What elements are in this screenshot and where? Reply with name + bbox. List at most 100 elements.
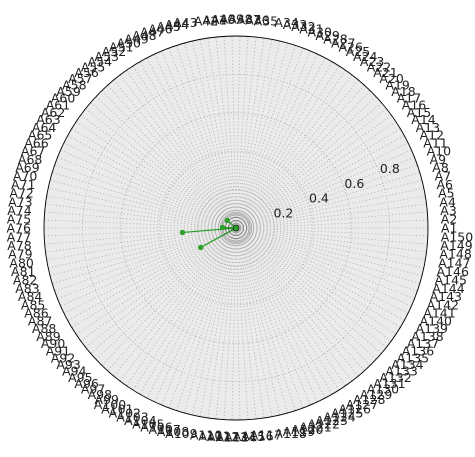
radial-gridline-92	[85, 227, 237, 348]
radial-gridline-88	[67, 227, 237, 321]
category-label: A77	[7, 229, 31, 244]
radial-gridline-13	[235, 135, 405, 229]
category-label: A121	[299, 419, 331, 434]
category-label: A25	[346, 44, 370, 59]
radial-gridline-119	[235, 227, 281, 416]
radial-gridline-5	[235, 195, 426, 229]
category-label: A83	[15, 281, 39, 296]
radial-gridline-28	[235, 54, 319, 229]
radial-gridline-123	[235, 227, 311, 406]
category-label: A66	[24, 136, 49, 151]
category-label: A137	[407, 336, 439, 351]
series-layer	[179, 212, 252, 251]
category-label: A15	[407, 105, 431, 120]
radial-gridline-47	[168, 47, 237, 229]
category-label: A67	[21, 144, 45, 159]
radial-gridline-29	[235, 50, 311, 229]
radial-gridline-41	[215, 37, 237, 229]
radial-gridline-32	[235, 42, 289, 229]
category-label: A89	[36, 329, 61, 344]
radial-gridline-34	[235, 39, 273, 229]
radial-gridline-11	[235, 149, 412, 229]
category-label: A111	[198, 428, 230, 443]
category-label: A126	[339, 402, 371, 417]
category-label: A100	[94, 397, 126, 412]
radial-gridline-43	[199, 39, 237, 229]
radial-gridline-65	[63, 142, 237, 229]
category-label: A102	[109, 406, 141, 421]
category-label: A146	[437, 264, 469, 279]
radial-gridline-17	[235, 108, 387, 229]
category-label: A72	[9, 186, 33, 201]
category-label: A30	[308, 25, 333, 40]
category-label: A14	[411, 112, 436, 127]
radial-gridline-142	[235, 227, 415, 300]
radial-gridline-95	[101, 227, 237, 366]
category-label: A55	[81, 60, 105, 75]
radial-gridline-96	[107, 227, 237, 371]
polar-grid	[43, 35, 429, 421]
category-label: A4	[439, 194, 456, 209]
r-gridline-4	[81, 73, 391, 383]
category-label: A81	[11, 264, 35, 279]
category-label: A43	[173, 15, 197, 30]
radial-gridline-71	[48, 187, 237, 229]
category-label: A145	[435, 273, 467, 288]
category-label: A98	[88, 387, 113, 402]
category-label: A110	[190, 427, 222, 442]
category-label: A8	[432, 160, 449, 175]
radial-gridline-54	[119, 74, 237, 229]
radial-gridline-51	[139, 61, 237, 229]
category-label: A64	[32, 120, 57, 135]
radial-gridline-49	[153, 54, 237, 229]
radial-gridline-121	[235, 227, 296, 411]
radial-gridline-149	[235, 227, 428, 245]
category-label: A107	[148, 422, 180, 437]
category-label: A114	[224, 430, 256, 445]
center-marker	[232, 224, 240, 232]
category-label: A91	[46, 343, 70, 358]
category-label: A139	[416, 321, 448, 336]
category-label: A60	[51, 91, 76, 106]
radial-gridline-117	[235, 227, 265, 418]
category-label: A136	[402, 343, 434, 358]
radial-gridline-145	[235, 227, 423, 277]
radial-gridline-9	[235, 164, 418, 229]
radial-gridline-85	[57, 227, 237, 300]
polar-spine	[43, 35, 429, 421]
radial-gridline-107	[183, 227, 237, 414]
category-label: A147	[438, 255, 470, 270]
category-label: A65	[28, 128, 52, 143]
radial-gridline-141	[235, 227, 412, 307]
category-label: A45	[156, 19, 180, 34]
category-label: A7	[435, 169, 452, 184]
category-label: A97	[81, 382, 105, 397]
radial-gridline-40	[223, 36, 237, 229]
category-label: A6	[437, 177, 454, 192]
radial-gridline-116	[235, 227, 257, 419]
category-label: A116	[241, 428, 273, 443]
radial-gridline-20	[235, 90, 371, 229]
radial-gridline-62	[75, 121, 237, 229]
category-label: A29	[315, 28, 340, 43]
radial-gridline-44	[191, 40, 237, 229]
category-label: A34	[274, 15, 299, 30]
data-point-A59	[224, 217, 230, 224]
radial-gridline-59	[90, 102, 237, 229]
radial-gridline-120	[235, 227, 289, 414]
radial-gridline-98	[119, 227, 237, 382]
category-label: A127	[346, 397, 378, 412]
category-label: A41	[202, 13, 226, 28]
category-label: A59	[56, 84, 81, 99]
category-label: A88	[32, 321, 57, 336]
center-marker-ring-3	[227, 219, 245, 237]
radial-gridline-53	[126, 70, 237, 229]
radial-gridline-27	[235, 57, 326, 229]
radial-gridline-70	[49, 179, 237, 229]
radial-gridline-74	[44, 211, 237, 229]
radial-gridline-140	[235, 227, 409, 314]
category-label: A52	[102, 44, 126, 59]
radial-gridline-105	[168, 227, 237, 409]
radial-gridline-72	[46, 195, 237, 229]
